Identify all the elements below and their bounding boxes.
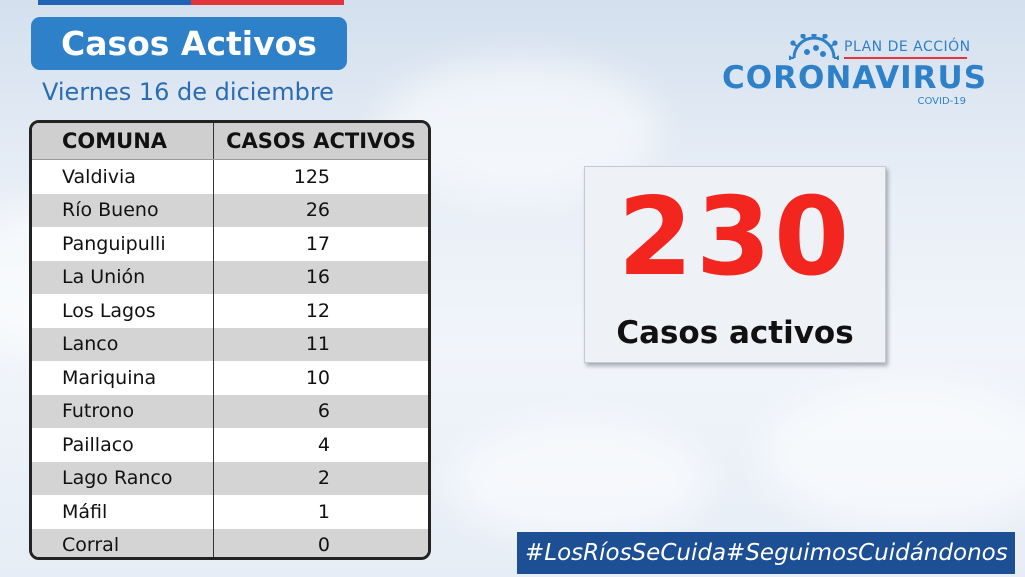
table-row: La Unión 16 (32, 260, 428, 294)
table-row: Futrono 6 (32, 394, 428, 428)
table-row: Corral 0 (32, 528, 428, 557)
coronavirus-logo: PLAN DE ACCIÓN CORONAVIRUS COVID-19 (722, 30, 986, 112)
hashtag-2: #SeguimosCuidándonos (726, 540, 1008, 566)
hashtag-1: #LosRíosSeCuida (525, 540, 727, 566)
cell-comuna: Mariquina (32, 361, 214, 395)
table-row: Mariquina 10 (32, 361, 428, 395)
cell-casos: 16 (305, 266, 330, 289)
page-title-text: Casos Activos (61, 24, 317, 63)
hashtag-banner: #LosRíosSeCuida #SeguimosCuidándonos (517, 532, 1015, 574)
cell-comuna: Lago Ranco (32, 461, 214, 495)
table-row: Panguipulli 17 (32, 227, 428, 261)
table-body: Valdivia 125 Río Bueno 26 Panguipulli 17 La Un… (32, 160, 428, 557)
table-row: Lanco 11 (32, 327, 428, 361)
cell-casos: 0 (317, 534, 330, 557)
cell-casos: 6 (317, 400, 330, 423)
table-row: Valdivia 125 (32, 160, 428, 194)
total-cases-label: Casos activos (616, 315, 854, 351)
cell-comuna: La Unión (32, 260, 214, 294)
cell-casos: 10 (305, 366, 330, 389)
cell-comuna: Futrono (32, 394, 214, 428)
cell-casos: 12 (305, 299, 330, 322)
cell-casos: 4 (317, 433, 330, 456)
table-row: Río Bueno 26 (32, 193, 428, 227)
logo-name: CORONAVIRUS (722, 60, 988, 96)
top-accent-bar (38, 0, 344, 5)
cell-comuna: Lanco (32, 327, 214, 361)
total-cases-value: 230 (617, 175, 853, 300)
cell-casos: 17 (305, 232, 330, 255)
cell-comuna: Máfil (32, 495, 214, 529)
cell-comuna: Valdivia (32, 160, 214, 194)
cell-casos: 2 (317, 467, 330, 490)
page-title: Casos Activos (31, 17, 347, 70)
logo-sub: COVID-19 (917, 96, 966, 107)
cell-comuna: Río Bueno (32, 193, 214, 227)
header-comuna: COMUNA (32, 123, 214, 159)
cell-casos: 11 (305, 333, 330, 356)
total-cases-card: 230 Casos activos (584, 166, 886, 363)
logo-plan-text: PLAN DE ACCIÓN (844, 39, 971, 55)
cell-comuna: Panguipulli (32, 227, 214, 261)
table-row: Máfil 1 (32, 495, 428, 529)
cell-comuna: Paillaco (32, 428, 214, 462)
cell-casos: 26 (305, 199, 330, 222)
cell-casos: 125 (293, 165, 330, 188)
table-row: Lago Ranco 2 (32, 461, 428, 495)
header-casos: CASOS ACTIVOS (226, 129, 416, 153)
cell-casos: 1 (317, 500, 330, 523)
table-row: Paillaco 4 (32, 428, 428, 462)
cell-comuna: Los Lagos (32, 294, 214, 328)
logo-underline (844, 57, 967, 59)
table-row: Los Lagos 12 (32, 294, 428, 328)
table-header: COMUNA CASOS ACTIVOS (32, 123, 428, 160)
cell-comuna: Corral (32, 528, 214, 557)
virus-icon (789, 34, 839, 60)
cases-table: COMUNA CASOS ACTIVOS Valdivia 125 Río Buen… (29, 120, 431, 560)
date-label: Viernes 16 de diciembre (42, 78, 334, 106)
